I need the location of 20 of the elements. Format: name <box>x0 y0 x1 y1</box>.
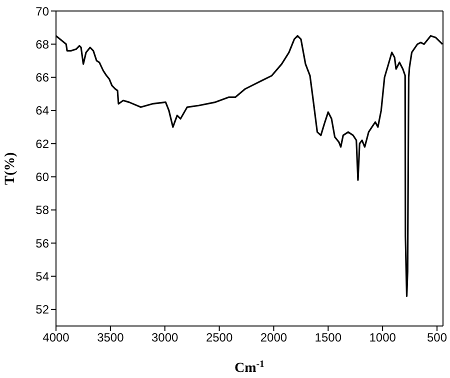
y-tick-label: 62 <box>36 136 50 151</box>
y-tick-label: 56 <box>36 236 50 250</box>
x-tick-label: 3500 <box>97 330 124 345</box>
x-tick-label: 1500 <box>314 330 342 345</box>
y-tick-label: 52 <box>36 302 50 317</box>
x-tick-label: 2500 <box>206 330 233 345</box>
x-tick-label: 500 <box>426 330 448 345</box>
x-tick-label: 3000 <box>152 330 179 345</box>
y-tick-label: 60 <box>36 170 50 184</box>
x-axis-title: Cm$^{-1}$ <box>234 358 265 376</box>
y-tick-label: 70 <box>36 4 50 18</box>
x-tick-label: 1000 <box>369 330 396 345</box>
y-tick-label: 58 <box>36 203 50 218</box>
y-tick-label: 66 <box>36 70 50 85</box>
y-tick-label: 54 <box>36 270 50 284</box>
x-tick-label: 4000 <box>42 330 70 345</box>
y-tick-label: 64 <box>36 104 50 118</box>
y-tick-label: 68 <box>36 37 50 52</box>
y-axis-title: T(%) <box>3 152 18 185</box>
x-tick-label: 2000 <box>260 330 288 345</box>
